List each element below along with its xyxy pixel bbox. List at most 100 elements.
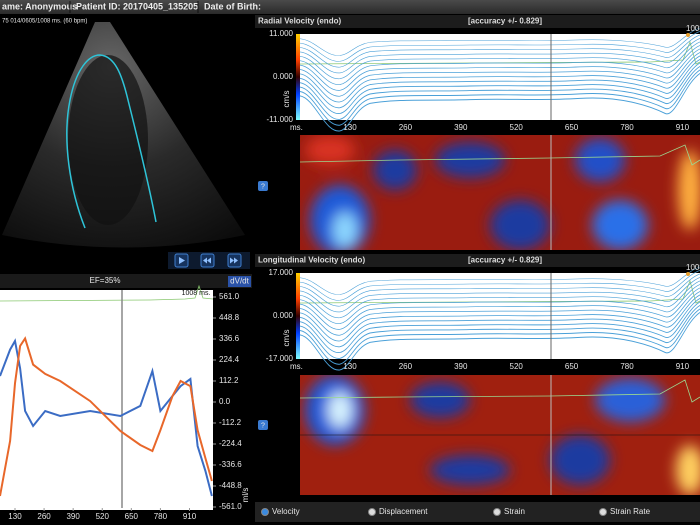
x-tick-label: 780: [154, 512, 168, 521]
y-tick-label: 224.4: [219, 355, 240, 364]
blob: [550, 435, 610, 485]
y-tick-label: -224.4: [219, 439, 242, 448]
patient-id: Patient ID: 20170405_135205: [76, 1, 198, 11]
panel-header: [255, 254, 700, 267]
ecg-trace: [0, 284, 214, 302]
frame-info: 75 014/0605/1008 ms. (60 bpm): [2, 19, 87, 25]
date-of-birth: Date of Birth:: [204, 1, 261, 11]
ecg-trace: [300, 144, 700, 166]
header-bar: [0, 0, 700, 14]
y-tick-label: 112.2: [219, 376, 239, 385]
y-tick-label: -17.000: [266, 354, 294, 363]
y-unit: cm/s: [282, 330, 291, 347]
help-button[interactable]: [258, 181, 268, 191]
help-icon: ?: [261, 183, 265, 190]
chart-marks: 561.0 448.8 336.6 224.4 112.2 0.0 -112.2 -224.4…: [0, 292, 242, 521]
x-tick-label: 650: [565, 362, 579, 371]
x-tick-label: 650: [565, 123, 579, 132]
x-tick-label: 260: [399, 362, 413, 371]
blob: [435, 142, 505, 178]
y-label: dV/dt: [230, 277, 249, 286]
blob: [575, 138, 625, 182]
blob: [430, 455, 510, 485]
option-label[interactable]: Velocity: [272, 507, 300, 516]
marker-label: 1008 ms.: [182, 290, 211, 297]
x-tick-label: 390: [454, 123, 468, 132]
panel-title: Longitudinal Velocity (endo): [258, 256, 365, 265]
option-label[interactable]: Strain: [504, 507, 525, 516]
accuracy: [accuracy +/- 0.829]: [468, 256, 542, 265]
blob: [305, 135, 355, 165]
help-icon: ?: [261, 422, 265, 429]
blob: [373, 150, 417, 190]
y-tick-label: 448.8: [219, 313, 240, 322]
y-tick-label: 561.0: [219, 292, 240, 301]
data-line: [0, 338, 213, 497]
y-tick-label: 0.000: [273, 72, 294, 81]
ecg-trace: [300, 379, 700, 403]
data-line: [0, 336, 213, 497]
color-scale: [296, 273, 300, 359]
x-tick-label: 520: [96, 512, 110, 521]
y-tick-label: 0.000: [273, 311, 294, 320]
marker-label: 1008: [686, 24, 700, 33]
chart-title: EF=35%: [90, 276, 121, 285]
patient-name: ame: Anonymous: [2, 1, 77, 11]
ventricle-cavity: [68, 55, 148, 225]
x-tick-label: 260: [399, 123, 413, 132]
blob: [333, 212, 357, 248]
blob: [678, 150, 700, 230]
y-tick-label: -112.2: [219, 418, 242, 427]
y-tick-label: 336.6: [219, 334, 240, 343]
blob: [595, 378, 665, 422]
y-tick-label: -336.6: [219, 460, 242, 469]
chart-header: [0, 274, 252, 288]
y-tick-label: -448.8: [219, 481, 242, 490]
x-tick-label: 390: [66, 512, 80, 521]
x-tick-label: 130: [8, 512, 22, 521]
options: Velocity Displacement Strain Strain Rate: [261, 507, 651, 516]
y-unit: cm/s: [282, 91, 291, 108]
blob: [328, 392, 352, 428]
x-tick-label: 910: [676, 123, 690, 132]
blob: [592, 200, 648, 250]
radio-button[interactable]: [493, 508, 501, 516]
y-unit: ml/s: [241, 488, 250, 503]
radio-button[interactable]: [599, 508, 607, 516]
marker-dot: [686, 33, 690, 37]
option-label[interactable]: Displacement: [379, 507, 428, 516]
heatmap: [300, 375, 700, 495]
option-label[interactable]: Strain Rate: [610, 507, 651, 516]
x-tick-label: 390: [454, 362, 468, 371]
x-tick-label: 910: [676, 362, 690, 371]
color-scale: [296, 34, 300, 120]
x-tick-label: 130: [343, 362, 357, 371]
panels: Radial Velocity (endo) [accuracy +/- 0.82…: [255, 15, 700, 371]
plot-area: [0, 290, 213, 510]
accuracy: [accuracy +/- 0.829]: [468, 17, 542, 26]
x-tick-label: 260: [37, 512, 51, 521]
heatmap: [300, 135, 700, 250]
button-icons: [179, 257, 238, 264]
help-button[interactable]: [258, 420, 268, 430]
x-unit: ms.: [290, 123, 303, 132]
radio-button[interactable]: [368, 508, 376, 516]
y-tick-label: 17.000: [269, 268, 294, 277]
blob: [490, 200, 550, 250]
x-tick-label: 780: [620, 362, 634, 371]
x-tick-label: 520: [510, 362, 524, 371]
x-unit: ms.: [290, 362, 303, 371]
y-tick-label: -11.000: [266, 115, 293, 124]
marker-label: 1008: [686, 263, 700, 272]
y-tick-label: 11.000: [269, 29, 293, 38]
x-tick-label: 130: [343, 123, 357, 132]
radio-button[interactable]: [261, 508, 269, 516]
endocardial-contour: [66, 54, 157, 229]
panel-header: [255, 15, 700, 28]
options-bar: [255, 502, 700, 522]
blob: [676, 445, 700, 495]
y-tick-label: 0.0: [219, 397, 231, 406]
blob: [410, 382, 470, 418]
x-tick-label: 910: [183, 512, 197, 521]
